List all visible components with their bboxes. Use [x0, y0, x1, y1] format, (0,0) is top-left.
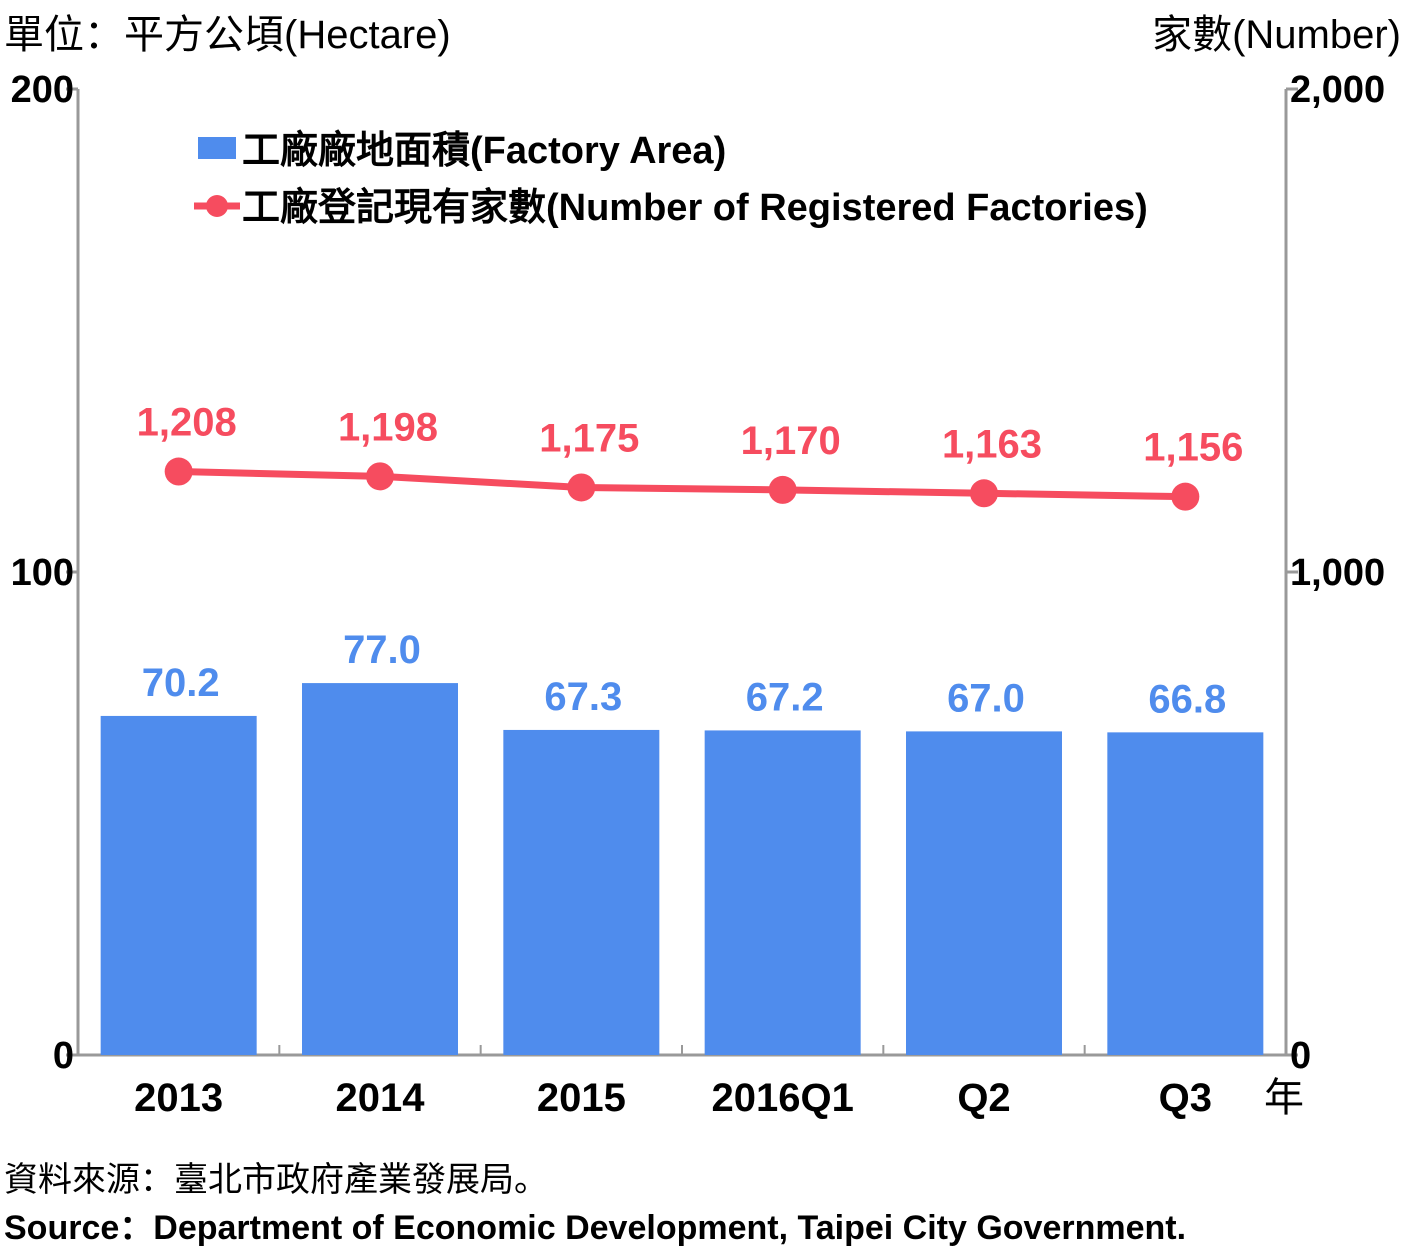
bar-value-label: 70.2: [142, 661, 220, 705]
bar: [503, 729, 660, 1055]
left-axis-unit-label: 單位：平方公頃(Hectare): [4, 13, 451, 57]
x-category-label: 2013: [134, 1076, 223, 1120]
line-value-label: 1,175: [539, 416, 639, 460]
left-tick-label: 0: [53, 1035, 74, 1077]
bar: [906, 731, 1062, 1055]
line-value-label: 1,163: [942, 422, 1042, 466]
bar: [302, 683, 458, 1055]
bar-value-label: 67.0: [947, 676, 1025, 720]
bar: [704, 730, 861, 1055]
line-point: [1171, 482, 1200, 511]
right-axis-unit-label: 家數(Number): [1152, 13, 1401, 57]
bar-value-label: 66.8: [1148, 677, 1226, 721]
x-category-label: Q3: [1159, 1076, 1212, 1120]
line-value-label: 1,156: [1143, 426, 1243, 470]
right-tick-label: 2,000: [1290, 69, 1385, 111]
line-point: [970, 479, 998, 508]
left-tick-label: 100: [11, 552, 74, 594]
x-category-label: 2016Q1: [711, 1076, 853, 1120]
bar-value-label: 67.3: [544, 675, 622, 719]
line-series: [178, 468, 1186, 501]
x-axis-unit-label: 年: [1264, 1076, 1304, 1120]
source-note-chinese: 資料來源：臺北市政府產業發展局。: [4, 1161, 548, 1199]
x-category-label: Q2: [957, 1076, 1010, 1120]
line-value-label: 1,170: [741, 419, 841, 463]
bar-value-label: 77.0: [343, 628, 421, 672]
line-point: [567, 473, 596, 502]
line-point: [366, 462, 394, 491]
x-category-label: 2015: [537, 1076, 626, 1120]
line-point: [164, 457, 193, 486]
source-note-english: Source：Department of Economic Developmen…: [4, 1209, 1187, 1247]
line-value-label: 1,198: [338, 405, 438, 449]
bar: [100, 715, 257, 1055]
right-tick-label: 0: [1290, 1035, 1311, 1077]
legend-line-marker: [206, 195, 228, 217]
legend-line-label: 工廠登記現有家數(Number of Registered Factories): [242, 186, 1148, 229]
bar: [1107, 732, 1264, 1055]
bar-value-label: 67.2: [746, 675, 824, 719]
left-tick-label: 200: [11, 69, 74, 111]
legend-bar-label: 工廠廠地面積(Factory Area): [242, 129, 726, 172]
right-tick-label: 1,000: [1290, 552, 1385, 594]
x-category-label: 2014: [336, 1076, 426, 1120]
line-point: [768, 475, 797, 504]
line-value-label: 1,208: [137, 401, 237, 445]
legend-bar-swatch: [198, 137, 236, 159]
